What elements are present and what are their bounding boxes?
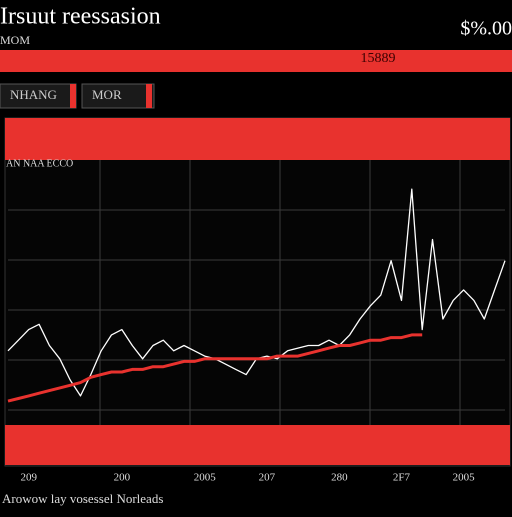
x-tick-label: 200 (114, 472, 131, 484)
x-tick-label: 207 (259, 472, 276, 484)
x-tick-label: 2F7 (393, 472, 411, 484)
chart-frame (4, 117, 511, 467)
button[interactable] (0, 83, 77, 109)
button[interactable] (81, 83, 155, 109)
app-title: Irsuut reessasion (0, 4, 161, 30)
subtitle: MOM (0, 33, 30, 47)
chart-title: AN NAA ECCO (6, 158, 73, 169)
x-tick-label: 2005 (194, 472, 217, 484)
banner (0, 50, 512, 72)
series-line (7, 333, 423, 403)
x-tick-label: 2005 (453, 472, 476, 484)
chart-header-band (5, 118, 510, 160)
button-label[interactable]: MOR (92, 87, 122, 102)
chart-footer-band (5, 425, 510, 465)
x-tick-label: 280 (331, 472, 348, 484)
footer: Arowow lay vosessel Norleads (2, 491, 163, 506)
price: $%.00 (460, 18, 512, 40)
x-tick-label: 209 (20, 472, 37, 484)
button-label[interactable]: NHANG (10, 87, 57, 102)
button-accent (146, 84, 152, 108)
button-accent (70, 84, 76, 108)
banner-value: 15889 (361, 51, 396, 66)
